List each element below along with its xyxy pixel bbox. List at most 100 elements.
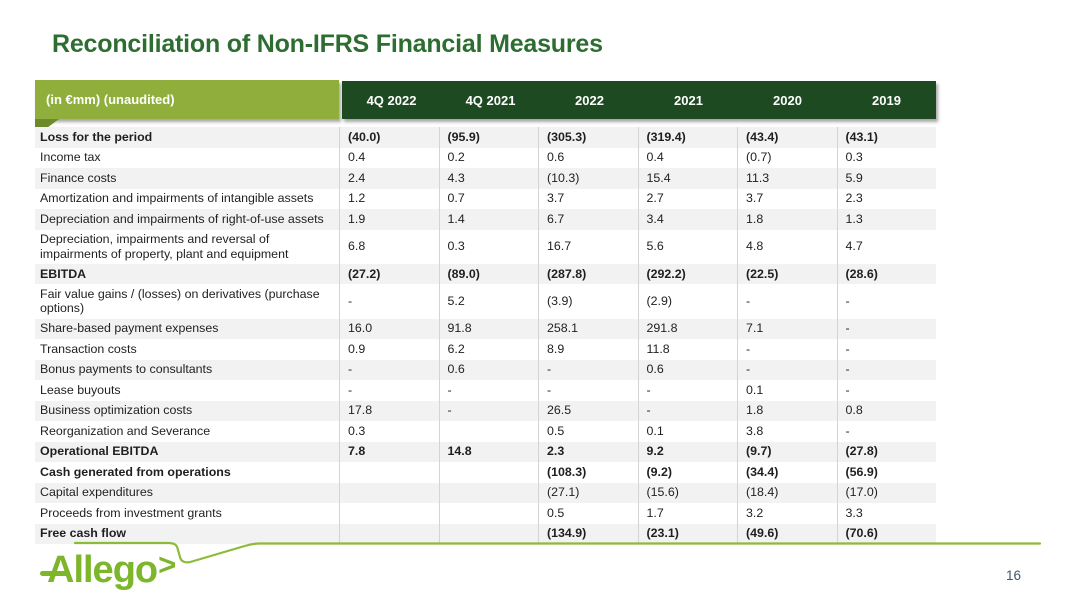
cell-value: 3.4 — [637, 209, 738, 230]
cell-value — [339, 482, 439, 503]
cell-value: 0.7 — [438, 188, 539, 209]
cell-value — [438, 482, 539, 503]
page-number: 16 — [1005, 568, 1021, 583]
cell-value: (15.6) — [637, 482, 738, 503]
footer-swoosh-line — [73, 541, 1042, 564]
cell-value: - — [438, 380, 539, 401]
cell-value: - — [538, 359, 638, 380]
cell-value: 7.8 — [339, 441, 439, 462]
cell-value: 5.6 — [637, 229, 738, 264]
column-header: 4Q 2021 — [465, 92, 516, 108]
cell-value: (27.8) — [836, 441, 937, 462]
cell-value: 6.2 — [438, 339, 539, 360]
cell-value: 11.3 — [737, 168, 837, 189]
cell-value: 0.1 — [637, 421, 738, 442]
cell-value: - — [836, 339, 937, 360]
cell-value: (17.0) — [836, 482, 937, 503]
cell-value: 291.8 — [637, 318, 738, 339]
row-label: Proceeds from investment grants — [40, 505, 222, 520]
cell-value: 4.8 — [737, 229, 837, 264]
cell-value: 0.3 — [438, 229, 539, 264]
cell-value: - — [737, 359, 837, 380]
cell-value: 1.4 — [438, 209, 539, 230]
cell-value: - — [339, 359, 439, 380]
cell-value: - — [836, 359, 937, 380]
cell-value: (2.9) — [637, 284, 738, 319]
row-label: Depreciation and impairments of right-of… — [40, 211, 324, 226]
cell-value: (305.3) — [538, 127, 638, 148]
table-row: Finance costs 2.4 4.3 (10.3) 15.4 11.3 5.9 — [35, 168, 936, 189]
cell-value — [438, 462, 539, 483]
row-label: Finance costs — [40, 170, 117, 185]
row-label: Cash generated from operations — [40, 464, 231, 479]
cell-value: 0.6 — [538, 147, 638, 168]
cell-value: 0.1 — [737, 380, 837, 401]
cell-value: (23.1) — [637, 523, 738, 544]
table-body: Loss for the period (40.0) (95.9) (305.3) (3… — [35, 127, 936, 544]
cell-value: 8.9 — [538, 339, 638, 360]
cell-value: 16.0 — [339, 318, 439, 339]
cell-value: 0.6 — [637, 359, 738, 380]
cell-value — [339, 523, 439, 544]
cell-value: 15.4 — [637, 168, 738, 189]
table-row: Fair value gains / (losses) on derivativ… — [35, 284, 936, 319]
cell-value: 2.3 — [836, 188, 937, 209]
cell-value: (49.6) — [737, 523, 837, 544]
table-row: Amortization and impairments of intangib… — [35, 188, 937, 209]
cell-value: (9.2) — [637, 462, 738, 483]
cell-value: - — [737, 284, 837, 319]
column-header: 2021 — [674, 92, 703, 108]
cell-value: 2.4 — [339, 168, 439, 189]
cell-value: - — [438, 400, 539, 421]
table-unit-header: (in €mm) (unaudited) — [35, 80, 339, 119]
cell-value: (10.3) — [538, 168, 638, 189]
cell-value: 9.2 — [637, 441, 738, 462]
cell-value: (89.0) — [438, 263, 539, 285]
table-row: Bonus payments to consultants -0.6-0.6- - — [35, 359, 937, 380]
table-row: Depreciation, impairments and reversal o… — [35, 229, 936, 264]
cell-value: 6.8 — [339, 229, 439, 264]
cell-value — [438, 503, 539, 524]
header-fold — [35, 119, 59, 127]
table-row: Operational EBITDA 7.8 14.8 2.3 9.2 (9.7) (27.… — [35, 441, 937, 462]
cell-value: 1.8 — [737, 209, 837, 230]
cell-value: 3.7 — [538, 188, 638, 209]
cell-value: (70.6) — [836, 523, 937, 544]
cell-value: 3.8 — [737, 421, 837, 442]
logo-chevron-icon: > — [158, 547, 176, 582]
cell-value: 1.9 — [339, 209, 439, 230]
cell-value: 3.2 — [737, 503, 837, 524]
cell-value: 0.4 — [339, 147, 439, 168]
cell-value: - — [339, 284, 439, 319]
cell-value: (3.9) — [538, 284, 638, 319]
row-label: Bonus payments to consultants — [40, 362, 213, 377]
cell-value — [339, 503, 439, 524]
cell-value: 0.6 — [438, 359, 539, 380]
row-label: Capital expenditures — [40, 485, 153, 500]
row-label: EBITDA — [40, 266, 87, 281]
row-label: Loss for the period — [40, 129, 153, 144]
cell-value: - — [339, 380, 439, 401]
cell-value: 1.8 — [737, 400, 837, 421]
cell-value: 0.9 — [339, 339, 439, 360]
cell-value: 2.3 — [538, 441, 638, 462]
cell-value: 2.7 — [637, 188, 738, 209]
table-row: Cash generated from operations (108.3) (9.… — [35, 462, 936, 483]
cell-value: - — [538, 380, 638, 401]
table-row: Share-based payment expenses 16.0 91.8 258.… — [35, 318, 936, 339]
cell-value: 258.1 — [538, 318, 638, 339]
cell-value: 0.4 — [637, 147, 738, 168]
cell-value: 4.3 — [438, 168, 539, 189]
cell-value — [438, 523, 539, 544]
cell-value — [339, 462, 439, 483]
logo-text: Allego — [47, 549, 158, 591]
row-label: Free cash flow — [40, 526, 127, 541]
table-row: EBITDA (27.2) (89.0) (287.8) (292.2) (22.5) (2… — [35, 263, 936, 285]
cell-value: - — [737, 339, 837, 360]
table-header: (in €mm) (unaudited) 4Q 2022 4Q 2021 2022 2… — [35, 80, 936, 127]
cell-value: (0.7) — [737, 147, 837, 168]
cell-value: - — [637, 400, 738, 421]
cell-value: 0.5 — [538, 421, 638, 442]
cell-value: (9.7) — [737, 441, 837, 462]
